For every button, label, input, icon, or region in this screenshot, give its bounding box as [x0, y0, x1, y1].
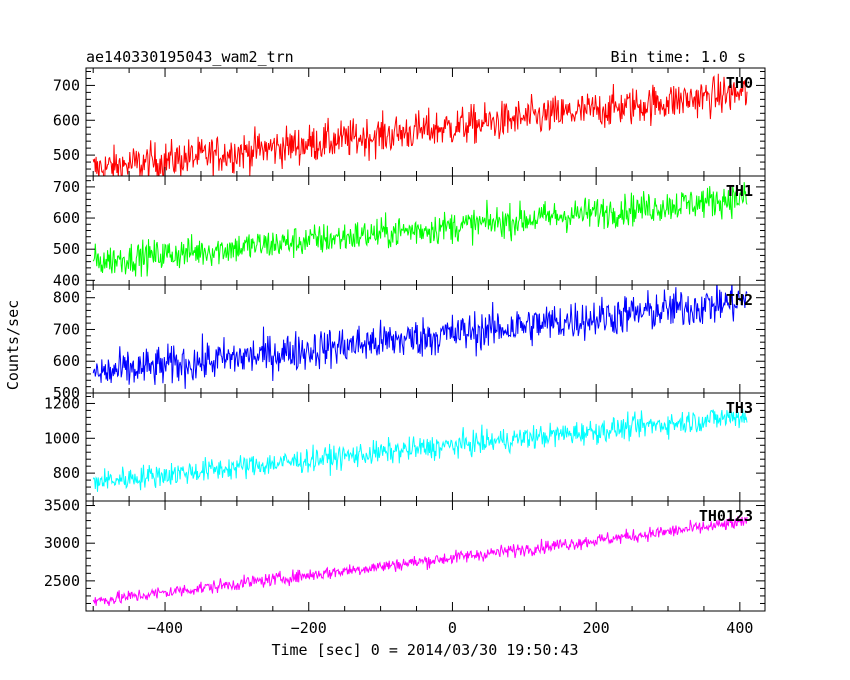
x-tick-label: −400 — [147, 619, 183, 637]
series-line-th1 — [92, 182, 748, 277]
panel-label-th0123: TH0123 — [699, 507, 753, 525]
panel-th0: 500 600 700 TH0 — [53, 67, 766, 177]
panel-frame — [85, 500, 766, 612]
panel-label-th3: TH3 — [726, 399, 753, 417]
panel-th2: 500 600 700 800 TH2 — [53, 284, 766, 402]
y-tick-label: 700 — [53, 178, 80, 196]
y-tick-label: 800 — [53, 289, 80, 307]
y-tick-label: 1200 — [44, 394, 80, 412]
y-tick-label: 700 — [53, 320, 80, 338]
chart-title: ae140330195043_wam2_trn — [86, 48, 294, 66]
y-tick-label: 800 — [53, 464, 80, 482]
y-tick-label: 500 — [53, 384, 80, 402]
y-tick-label: 600 — [53, 352, 80, 370]
y-tick-label: 3000 — [44, 534, 80, 552]
series-line-th3 — [92, 408, 748, 492]
panel-th1: 400 500 600 700 TH1 — [53, 175, 766, 289]
panel-frame — [85, 392, 766, 502]
x-axis-label: Time [sec] 0 = 2014/03/30 19:50:43 — [271, 641, 578, 659]
y-tick-label: 1000 — [44, 429, 80, 447]
y-tick-label: 700 — [53, 76, 80, 94]
y-tick-label: 600 — [53, 209, 80, 227]
y-tick-label: 2500 — [44, 572, 80, 590]
x-tick-label: 0 — [448, 619, 457, 637]
panel-label-th1: TH1 — [726, 182, 753, 200]
panel-label-th0: TH0 — [726, 74, 753, 92]
panel-th0123: 2500 3000 3500 TH0123 −400 −200 0 200 400 — [44, 497, 766, 637]
series-line-th0123 — [92, 516, 748, 606]
x-tick-label: 200 — [583, 619, 610, 637]
panel-th3: 800 1000 1200 TH3 — [44, 392, 766, 502]
panel-label-th2: TH2 — [726, 291, 753, 309]
series-line-th0 — [92, 73, 748, 176]
panels-group: 500 600 700 TH0 400 500 600 700 TH1 500 600 700 800 T… — [44, 67, 766, 637]
series-line-th2 — [92, 285, 748, 389]
y-tick-label: 400 — [53, 271, 80, 289]
y-tick-label: 500 — [53, 240, 80, 258]
bin-time-label: Bin time: 1.0 s — [611, 48, 746, 66]
y-axis-label: Counts/sec — [4, 300, 22, 390]
x-tick-label: −200 — [291, 619, 327, 637]
y-tick-label: 3500 — [44, 497, 80, 515]
y-tick-label: 500 — [53, 146, 80, 164]
x-tick-label: 400 — [726, 619, 753, 637]
y-tick-label: 600 — [53, 111, 80, 129]
